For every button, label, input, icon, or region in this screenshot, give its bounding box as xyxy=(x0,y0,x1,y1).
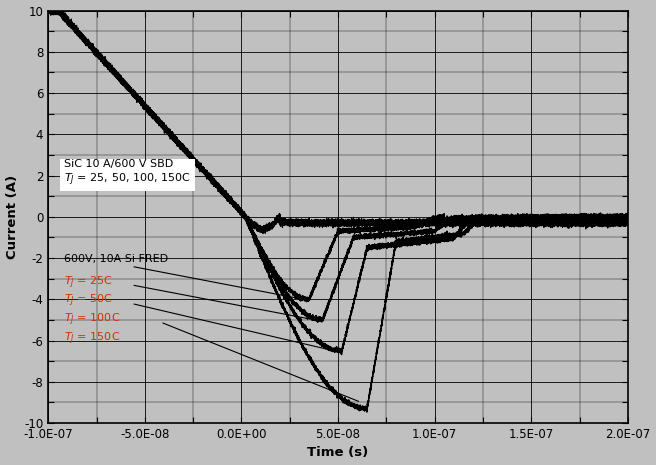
Text: $T_J$ = 25C: $T_J$ = 25C xyxy=(64,274,113,291)
Text: $T_J$ = 150C: $T_J$ = 150C xyxy=(64,330,120,346)
X-axis label: Time (s): Time (s) xyxy=(308,446,369,459)
Text: $T_J$ = 100C: $T_J$ = 100C xyxy=(64,312,120,328)
Text: 600V, 10A Si FRED: 600V, 10A Si FRED xyxy=(64,254,168,264)
Text: SiC 10 A/600 V SBD
$T_J$ = 25, 50, 100, 150C: SiC 10 A/600 V SBD $T_J$ = 25, 50, 100, … xyxy=(64,159,191,187)
Y-axis label: Current (A): Current (A) xyxy=(5,175,18,259)
Text: $T_J$ = 50C: $T_J$ = 50C xyxy=(64,293,113,310)
